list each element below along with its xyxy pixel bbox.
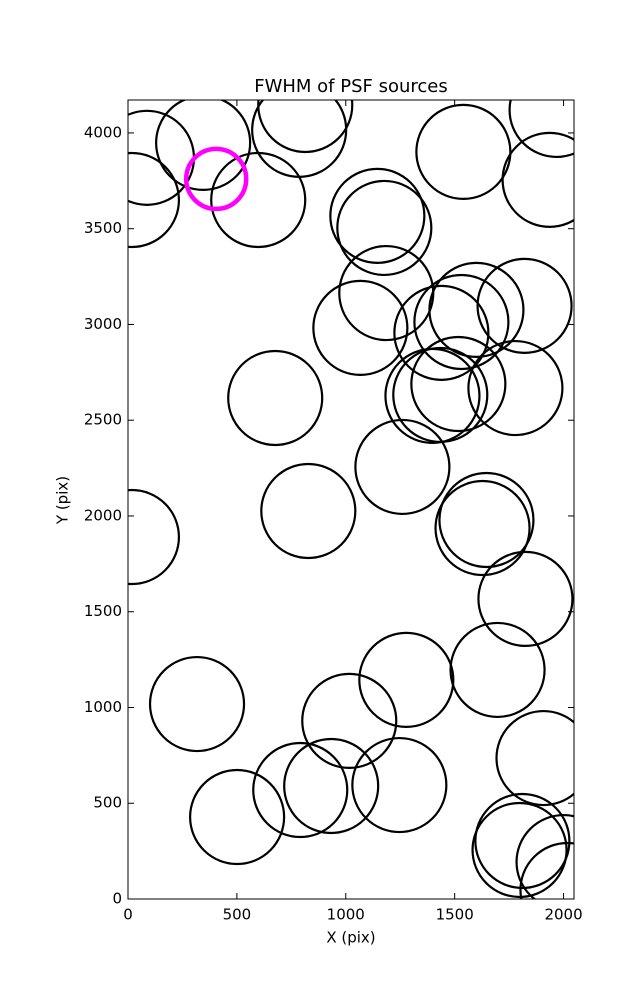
y-axis-label: Y (pix)	[54, 476, 72, 525]
source-circle	[336, 179, 433, 277]
source-circle	[155, 100, 252, 191]
y-tick-label: 3500	[84, 219, 122, 237]
x-tick-label: 0	[123, 906, 133, 924]
source-circle	[449, 621, 546, 719]
source-circle	[148, 655, 246, 753]
source-circle	[519, 841, 574, 899]
source-circle	[415, 103, 512, 201]
source-circle	[438, 471, 535, 569]
source-circle	[183, 146, 249, 212]
source-circle	[351, 736, 448, 834]
y-tick-label: 1000	[84, 698, 122, 716]
source-circle	[428, 261, 525, 359]
source-circle	[227, 349, 324, 447]
x-axis-label: X (pix)	[326, 929, 375, 947]
source-circle	[329, 167, 426, 264]
source-circle	[393, 284, 490, 381]
source-circle	[477, 550, 574, 647]
source-circle	[476, 257, 573, 354]
source-circle	[508, 100, 574, 159]
source-circle	[301, 672, 398, 769]
source-circle	[128, 488, 181, 586]
plot-area	[128, 100, 574, 899]
source-circle	[410, 335, 507, 433]
y-tick-label: 1500	[84, 602, 122, 620]
y-tick-label: 2000	[84, 506, 122, 524]
source-circle	[501, 131, 574, 228]
source-circle	[495, 709, 574, 807]
source-circle	[515, 813, 574, 899]
source-circle	[471, 801, 568, 899]
source-circle	[413, 273, 510, 371]
source-circle	[257, 100, 354, 154]
source-circle	[467, 339, 564, 437]
axes-frame	[127, 99, 575, 900]
source-circle	[434, 479, 531, 577]
source-circle	[128, 151, 181, 249]
source-circle	[312, 279, 409, 377]
x-tick-label: 2000	[544, 906, 582, 924]
source-circle	[354, 418, 451, 516]
source-circle	[358, 631, 455, 729]
chart-title: FWHM of PSF sources	[254, 76, 448, 97]
source-circle	[392, 346, 489, 444]
source-circle	[283, 737, 380, 835]
y-tick-label: 4000	[84, 123, 122, 141]
y-tick-label: 3000	[84, 315, 122, 333]
source-circle	[252, 741, 349, 839]
y-tick-label: 0	[112, 890, 122, 908]
source-circle	[474, 792, 571, 890]
x-tick-label: 1000	[327, 906, 365, 924]
source-circle	[260, 462, 357, 560]
x-tick-label: 500	[223, 906, 252, 924]
source-circle	[189, 768, 286, 866]
y-tick-label: 2500	[84, 411, 122, 429]
x-tick-label: 1500	[436, 906, 474, 924]
y-tick-label: 500	[93, 794, 122, 812]
